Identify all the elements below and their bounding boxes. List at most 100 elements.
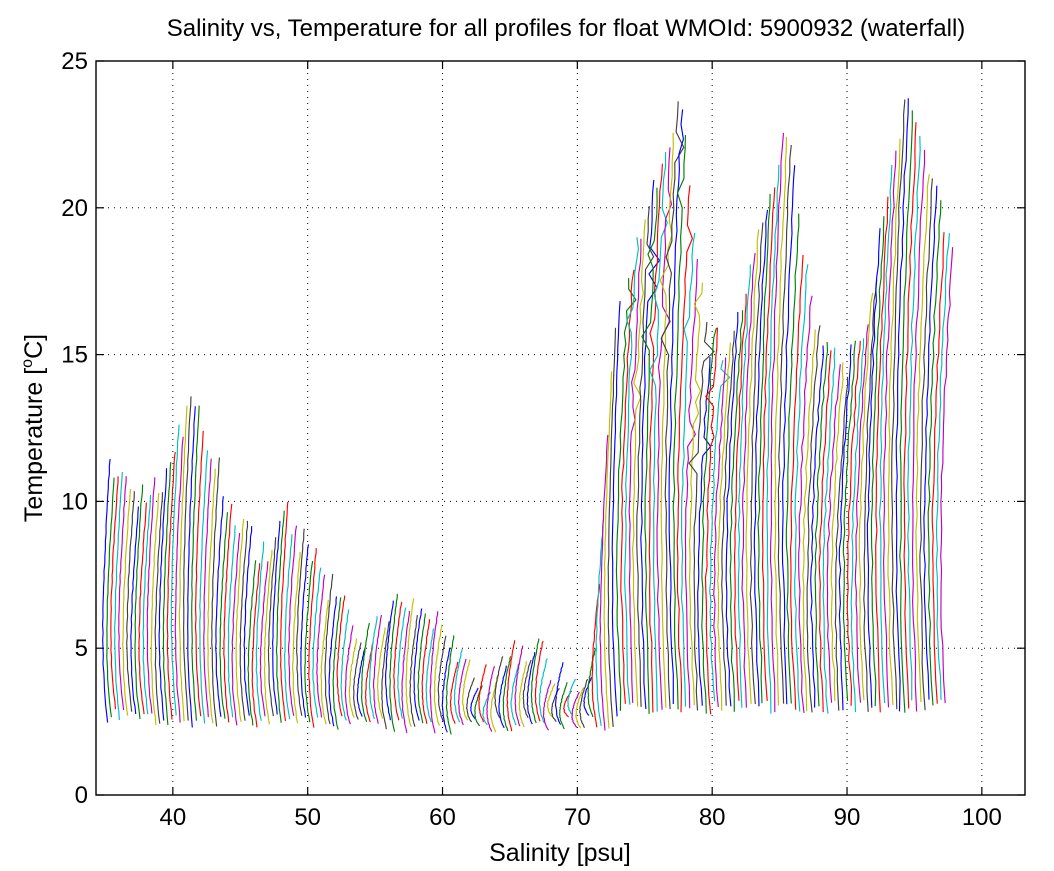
- y-tick-label: 5: [75, 635, 88, 662]
- profile-line: [283, 534, 293, 720]
- profile-line: [348, 638, 358, 718]
- profile-line: [866, 228, 881, 708]
- x-tick-label: 80: [699, 804, 726, 831]
- profile-line: [810, 345, 824, 708]
- profile-line: [227, 525, 236, 718]
- profile-line: [641, 187, 658, 714]
- profile-line: [356, 647, 366, 717]
- y-tick-label: 0: [75, 782, 88, 809]
- profile-line: [615, 278, 637, 711]
- profile-line: [102, 458, 111, 723]
- profile-line: [927, 200, 942, 706]
- profile-line: [546, 683, 556, 718]
- profile-line: [336, 595, 346, 717]
- profile-line: [579, 678, 589, 728]
- profile-line: [931, 232, 945, 704]
- profile-line: [292, 551, 301, 724]
- profile-line: [915, 174, 930, 703]
- profile-line: [308, 548, 317, 728]
- profile-line: [903, 122, 917, 709]
- profile-line: [203, 458, 212, 718]
- profile-line: [680, 232, 696, 707]
- profile-line: [110, 476, 119, 710]
- profile-line: [846, 340, 861, 706]
- profile-line: [259, 561, 269, 717]
- profile-line: [417, 613, 426, 724]
- profile-line: [344, 625, 354, 725]
- profile-line: [721, 330, 735, 706]
- profile-line: [494, 656, 504, 719]
- profile-line: [146, 477, 156, 714]
- profile-line: [243, 526, 253, 716]
- profile-line: [191, 405, 200, 721]
- profile-line: [449, 661, 459, 724]
- x-tick-label: 100: [962, 804, 1002, 831]
- profile-line: [106, 477, 115, 718]
- profile-line: [648, 163, 663, 713]
- profile-line: [887, 138, 901, 705]
- profile-line: [649, 151, 668, 712]
- profile-line: [150, 492, 160, 726]
- profile-line: [389, 593, 398, 732]
- profile-line: [591, 583, 600, 728]
- profile-line: [194, 430, 204, 717]
- profile-line: [518, 660, 528, 728]
- profile-line: [595, 517, 605, 726]
- profile-line: [174, 436, 184, 723]
- profile-line: [332, 597, 342, 730]
- profile-line: [465, 677, 475, 723]
- profile-line: [247, 560, 257, 726]
- profile-line: [522, 659, 532, 719]
- profile-line: [122, 489, 132, 716]
- profile-line: [405, 598, 415, 727]
- profile-line: [607, 327, 617, 727]
- profile-line: [802, 329, 816, 712]
- profile-line: [554, 662, 564, 725]
- profile-line: [340, 609, 350, 721]
- profile-line: [166, 452, 176, 720]
- y-axis-label-end: C]: [20, 334, 48, 359]
- profile-line: [437, 635, 447, 722]
- profile-line: [717, 342, 731, 711]
- profile-line: [328, 596, 338, 727]
- profile-line: [559, 682, 568, 730]
- profile-line: [912, 149, 926, 712]
- x-tick-label: 50: [294, 804, 321, 831]
- profile-line: [777, 144, 792, 704]
- profile-line: [737, 264, 751, 708]
- profile-line: [223, 503, 233, 723]
- x-tick-label: 70: [564, 804, 591, 831]
- profile-line: [789, 254, 804, 710]
- profile-line: [304, 560, 314, 723]
- profile-line: [899, 110, 913, 713]
- profile-line: [729, 310, 744, 712]
- profile-line: [530, 638, 540, 724]
- profile-line: [883, 150, 897, 708]
- y-axis-label-main: Temperature [: [20, 368, 48, 522]
- profile-line: [854, 324, 869, 703]
- profile-line: [766, 164, 780, 714]
- profile-line: [199, 450, 209, 724]
- profile-line: [158, 468, 168, 721]
- axes-frame: [95, 60, 1026, 796]
- profile-line: [567, 678, 576, 716]
- profile-line: [425, 628, 435, 723]
- profile-line: [385, 600, 394, 721]
- profile-line: [478, 664, 487, 723]
- profile-line: [393, 601, 403, 721]
- profile-line: [923, 185, 938, 700]
- profile-line: [725, 312, 739, 707]
- profile-line: [863, 279, 878, 712]
- profile-line: [219, 512, 229, 719]
- profile-line: [676, 185, 693, 713]
- profile-line: [178, 405, 188, 722]
- profile-line: [798, 295, 813, 713]
- profile-line: [542, 679, 552, 731]
- profile-line: [470, 687, 479, 720]
- profile-line: [441, 647, 451, 733]
- profile-line: [126, 491, 135, 712]
- profile-line: [534, 640, 544, 722]
- profile-line: [502, 656, 512, 732]
- profile-line: [316, 574, 326, 718]
